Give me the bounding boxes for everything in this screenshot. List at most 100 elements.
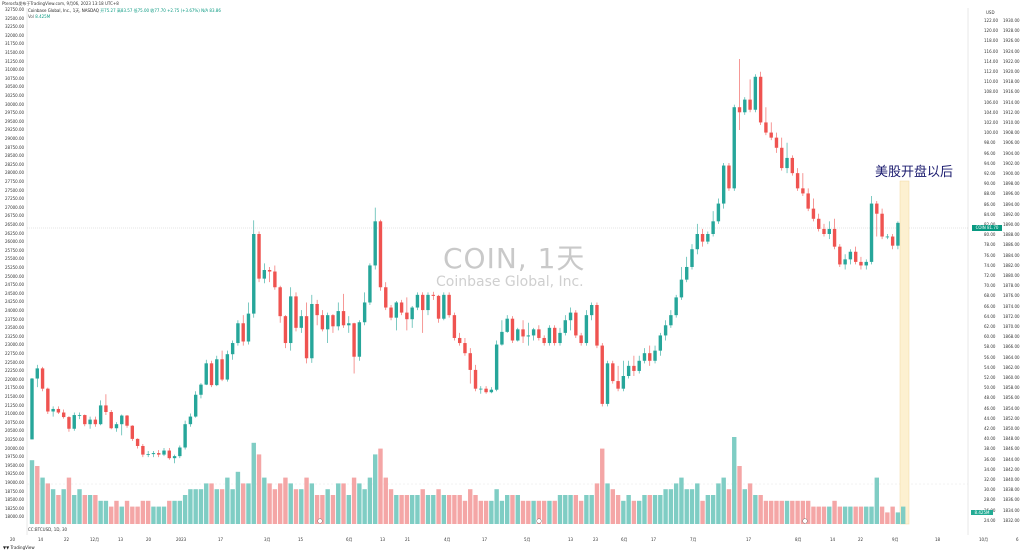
- volume-bar: [267, 483, 272, 524]
- price-tick-label: 118.00: [984, 38, 998, 44]
- candle-body: [853, 251, 858, 262]
- candle-body: [880, 213, 884, 237]
- price-tick-label: 64.00: [984, 313, 996, 319]
- left-tick-label: 29250.00: [5, 127, 25, 133]
- volume-bar: [425, 495, 431, 524]
- secondary-tick-label: 1848.00: [1003, 436, 1020, 442]
- candle-body: [51, 408, 55, 412]
- candle-body: [832, 228, 837, 247]
- volume-bar: [293, 489, 299, 524]
- volume-bar: [557, 495, 563, 524]
- candle-body: [489, 389, 494, 393]
- volume-bar: [230, 489, 235, 524]
- price-tick-label: 62.00: [984, 324, 996, 329]
- price-tick-label: 54.00: [984, 364, 996, 370]
- candle-body: [721, 165, 726, 204]
- volume-bar: [879, 506, 885, 524]
- secondary-tick-label: 1856.00: [1003, 395, 1020, 401]
- price-tick-label: 120.00: [984, 28, 998, 34]
- time-tick-label: 4月: [444, 537, 451, 542]
- volume-bar: [262, 477, 267, 524]
- volume-bar: [853, 506, 858, 524]
- volume-bar: [373, 454, 378, 524]
- secondary-tick-label: 1842.00: [1003, 466, 1020, 472]
- volume-bar: [858, 506, 864, 524]
- left-tick-label: 32250.00: [5, 24, 25, 30]
- candle-body: [463, 343, 467, 354]
- price-tick-label: 98.00: [984, 140, 996, 146]
- candle-body: [801, 188, 805, 194]
- candle-body: [246, 313, 251, 342]
- volume-bar: [241, 483, 246, 524]
- price-tick-label: 68.00: [984, 293, 996, 299]
- candle-body: [563, 320, 567, 333]
- volume-bar: [679, 477, 684, 524]
- secondary-tick-label: 1844.00: [1003, 456, 1020, 462]
- volume-bar: [742, 489, 747, 524]
- candle-body: [500, 331, 504, 345]
- candle-body: [737, 107, 742, 113]
- volume-bar: [66, 477, 72, 524]
- time-tick-label: 13: [118, 537, 124, 542]
- volume-bar: [388, 489, 394, 524]
- candle-body: [225, 354, 230, 380]
- volume-bar: [40, 477, 45, 524]
- secondary-tick-label: 1922.00: [1003, 58, 1020, 64]
- candle-body: [178, 447, 182, 457]
- secondary-tick-label: 1904.00: [1003, 150, 1020, 156]
- candle-body: [67, 417, 71, 429]
- left-tick-label: 20000.00: [5, 445, 25, 451]
- time-tick-label: 14: [38, 537, 44, 542]
- left-tick-label: 32750.00: [5, 7, 25, 12]
- candle-body: [141, 445, 145, 455]
- secondary-tick-label: 1878.00: [1003, 283, 1020, 289]
- volume-bar: [209, 483, 214, 524]
- time-tick-label: 8月: [795, 537, 802, 542]
- volume-bar: [668, 489, 674, 524]
- time-tick-label: 6: [1016, 537, 1019, 542]
- secondary-tick-label: 1928.00: [1003, 28, 1020, 34]
- candle-body: [394, 302, 399, 318]
- time-tick-label: 3月: [264, 537, 271, 542]
- left-tick-label: 23250.00: [5, 333, 25, 339]
- volume-bar: [219, 489, 225, 524]
- secondary-tick-label: 1846.00: [1003, 446, 1020, 452]
- volume-bar: [452, 495, 457, 524]
- secondary-tick-label: 1838.00: [1003, 487, 1020, 493]
- time-tick-label: 7月: [690, 537, 697, 542]
- left-tick-label: 18750.00: [5, 488, 25, 494]
- secondary-tick-label: 1914.00: [1003, 99, 1020, 105]
- left-tick-label: 25250.00: [5, 265, 25, 270]
- candle-body: [843, 259, 847, 265]
- volume-bar: [272, 489, 278, 524]
- candle-body: [352, 323, 356, 357]
- volume-bar: [404, 495, 410, 524]
- volume-bar: [198, 489, 204, 524]
- left-tick-label: 19750.00: [5, 454, 25, 460]
- candle-body: [125, 415, 129, 426]
- price-tick-label: 50.00: [984, 385, 996, 391]
- left-tick-label: 23500.00: [5, 325, 25, 331]
- volume-bar: [478, 500, 483, 524]
- time-tick-label: 23: [593, 537, 599, 542]
- secondary-tick-label: 1866.00: [1003, 344, 1020, 350]
- volume-bar: [763, 500, 769, 524]
- candle-body: [653, 350, 657, 361]
- price-tick-label: 80.00: [984, 232, 996, 238]
- volume-bar: [188, 489, 193, 524]
- volume-bar: [167, 500, 172, 524]
- volume-bar: [800, 500, 806, 524]
- volume-bar: [246, 483, 251, 524]
- volume-bar: [145, 500, 151, 524]
- time-tick-label: 13: [568, 537, 574, 542]
- tradingview-logo[interactable]: ▼▼ TradingView: [3, 545, 35, 550]
- volume-bar: [72, 495, 77, 524]
- volume-bar: [837, 506, 843, 524]
- volume-bar: [130, 506, 135, 524]
- volume-bar: [816, 506, 821, 524]
- logo-icon: ▼▼: [3, 545, 11, 550]
- price-tick-label: 58.00: [984, 344, 996, 350]
- candle-body: [241, 323, 245, 342]
- volume-bar: [135, 506, 140, 524]
- secondary-tick-label: 1884.00: [1003, 252, 1020, 258]
